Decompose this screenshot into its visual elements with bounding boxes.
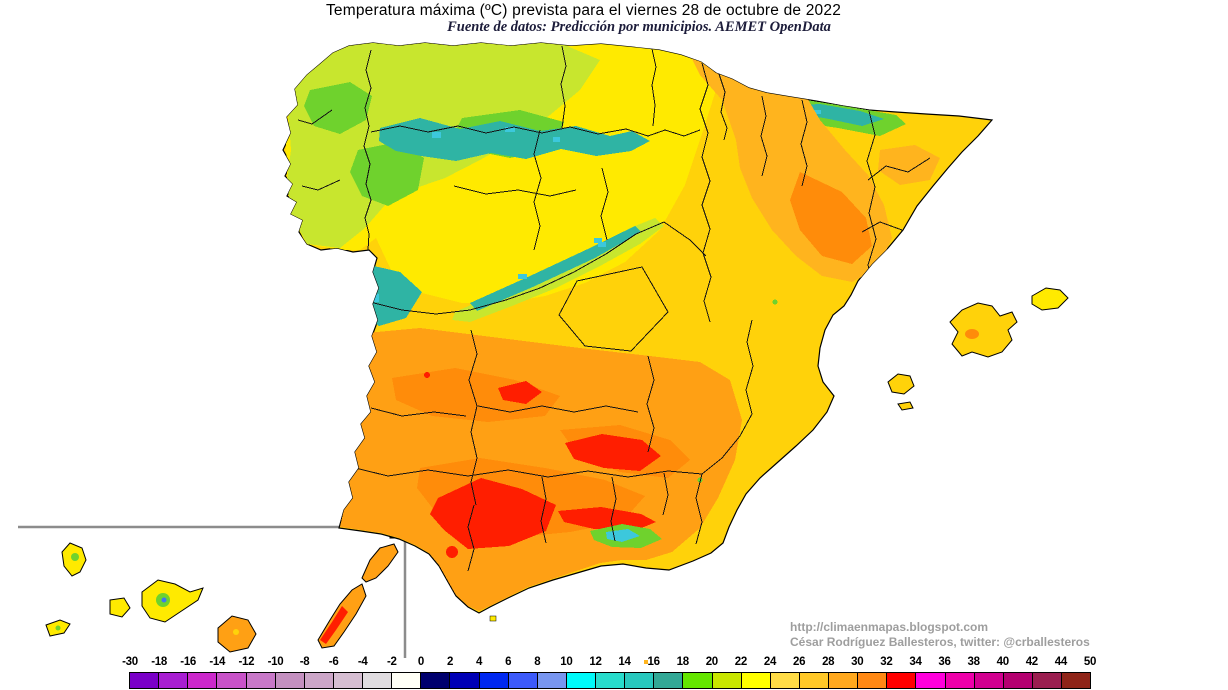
sistema-central-cyan-2 — [598, 242, 606, 247]
island-menorca — [1031, 287, 1069, 311]
attribution: http://climaenmapas.blogspot.com César R… — [790, 620, 1090, 650]
tenerife-teide-blue-spot — [161, 597, 167, 603]
red-hot-patches — [424, 372, 661, 558]
island-formentera — [897, 401, 914, 411]
el-hierro-green-core — [55, 625, 61, 631]
canary-inset — [18, 525, 407, 658]
catalonia-orange-patch — [878, 145, 940, 185]
gran-canaria-gold-spot — [233, 629, 239, 635]
la-palma-green-core — [71, 553, 79, 561]
attribution-author: César Rodríguez Ballesteros, twitter: @c… — [790, 635, 1090, 649]
island-tenerife — [141, 579, 204, 623]
map-subtitle: Fuente de datos: Predicción por municipi… — [447, 19, 831, 35]
sistema-central-cyan-1 — [518, 274, 527, 279]
galicia-green-blob-1 — [304, 82, 372, 134]
island-mallorca — [949, 302, 1018, 358]
province-borders — [297, 45, 931, 572]
balearic-islands — [887, 287, 1069, 411]
island-ibiza — [887, 373, 915, 395]
island-lanzarote — [361, 543, 399, 583]
fuerteventura-red-strip — [320, 606, 348, 644]
attribution-url: http://climaenmapas.blogspot.com — [790, 620, 989, 634]
island-la-gomera — [109, 597, 131, 618]
ebro-deep-orange-core — [790, 172, 872, 264]
tajo-deep-orange — [392, 368, 560, 422]
mallorca-orange-spot — [965, 329, 979, 339]
ceuta-dot — [489, 615, 497, 622]
map-title: Temperatura máxima (ºC) prevista para el… — [325, 2, 842, 19]
sistema-central-teal — [470, 226, 641, 311]
